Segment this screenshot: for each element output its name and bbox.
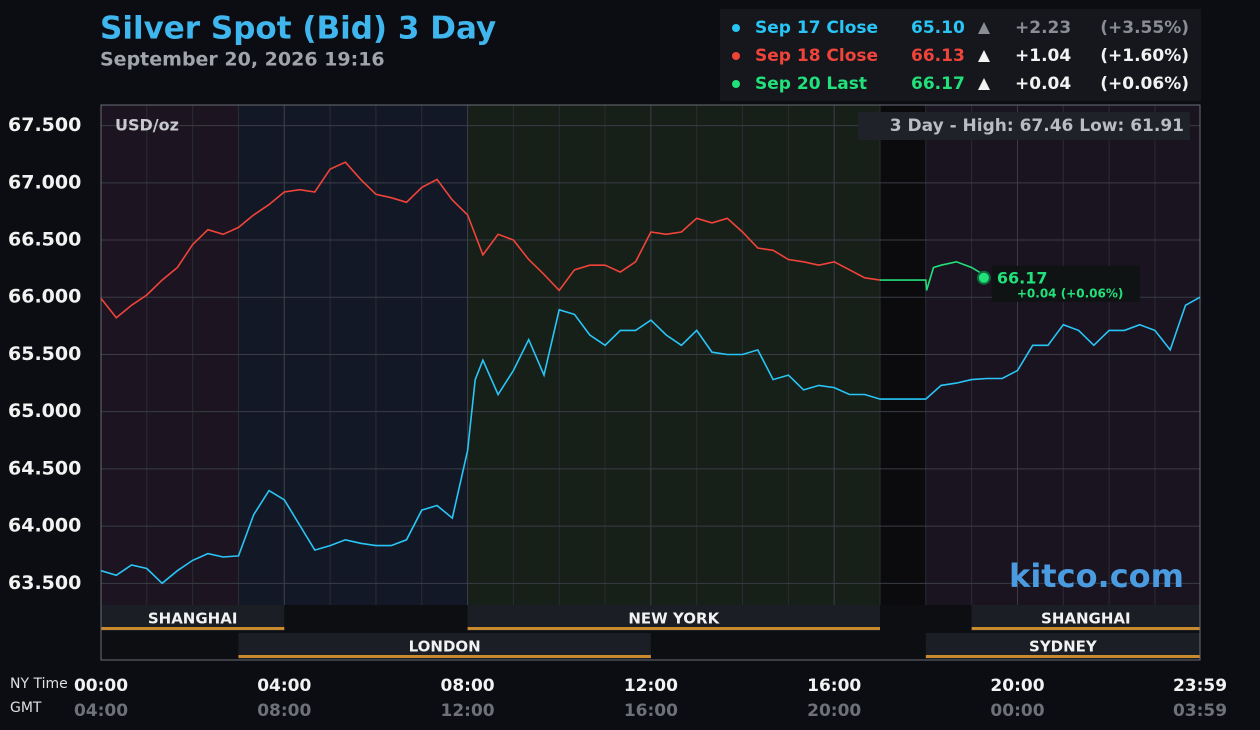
x-tick-label: 04:00 [257,676,311,696]
session-bar [971,605,1200,631]
gmt-tick-label: 08:00 [257,701,311,721]
y-tick-label: 64.000 [8,515,81,537]
legend-box [720,9,1201,101]
x-tick-label: 20:00 [990,676,1044,696]
y-tick-label: 65.000 [8,400,81,422]
y-axis-unit: USD/oz [115,116,179,135]
legend-name: Sep 18 Close [755,46,878,66]
x-axis-label: NY Time [10,676,68,692]
session-background [238,105,468,605]
session-underline [238,655,651,658]
session-underline [101,627,285,630]
series-line [880,260,985,291]
last-point [976,270,991,285]
gmt-tick-label: 16:00 [624,701,678,721]
high-low-label: 3 Day - High: 67.46 Low: 61.91 [890,116,1184,136]
session-underline [467,627,880,630]
series-line [100,296,1201,585]
high-low-box [858,112,1190,140]
y-tick-label: 66.000 [8,286,81,308]
legend-arrow [978,50,990,62]
legend-pct: (+0.06%) [1100,74,1189,94]
session-background [467,105,880,605]
session-bar [925,633,1200,659]
chart-subtitle: September 20, 2026 19:16 [100,49,385,71]
session-bar [101,605,285,631]
legend-close: 66.13 [911,46,965,66]
legend-dot [732,52,740,60]
x-tick-label: 00:00 [74,676,128,696]
session-label: SYDNEY [1029,638,1098,656]
gmt-tick-label: 20:00 [807,701,861,721]
legend-change: +0.04 [1015,74,1071,94]
session-bar [467,605,880,631]
legend-name: Sep 20 Last [755,74,867,94]
gmt-tick-label: 03:59 [1173,701,1227,721]
y-tick-label: 66.500 [8,229,81,251]
session-label: SHANGHAI [1041,610,1131,628]
y-tick-label: 67.000 [8,171,81,193]
legend-pct: (+1.60%) [1100,46,1189,66]
gmt-tick-label: 00:00 [990,701,1044,721]
session-background [879,105,926,605]
x-tick-label: 08:00 [441,676,495,696]
session-label: LONDON [409,638,481,656]
session-background [101,105,239,605]
legend-change: +1.04 [1015,46,1071,66]
legend-pct: (+3.55%) [1100,18,1189,38]
session-underline [925,655,1200,658]
session-label: SHANGHAI [148,610,238,628]
y-tick-label: 64.500 [8,457,81,479]
gmt-tick-label: 04:00 [74,701,128,721]
gmt-tick-label: 12:00 [441,701,495,721]
y-tick-label: 65.500 [8,343,81,365]
x2-axis-label: GMT [10,700,42,716]
legend-change: +2.23 [1015,18,1071,38]
x-tick-label: 12:00 [624,676,678,696]
legend-dot [732,80,740,88]
watermark: kitco.com [1009,557,1184,595]
legend-dot [732,24,740,32]
legend-arrow [978,22,990,34]
y-tick-label: 63.500 [8,572,81,594]
session-underline [971,627,1200,630]
last-label-box [991,265,1140,302]
last-value-label: 66.17 [997,268,1048,287]
chart-title: Silver Spot (Bid) 3 Day [100,11,496,47]
last-change-label: +0.04 (+0.06%) [1017,286,1124,300]
y-tick-label: 67.500 [8,114,81,136]
plot-frame [100,104,1201,661]
legend-close: 65.10 [911,18,965,38]
session-bar [238,633,651,659]
legend-name: Sep 17 Close [755,18,878,38]
legend-close: 66.17 [911,74,965,94]
legend-arrow [978,78,990,90]
x-tick-label: 16:00 [807,676,861,696]
session-label: NEW YORK [628,610,720,628]
series-line [100,161,881,319]
x-tick-label: 23:59 [1173,676,1227,696]
